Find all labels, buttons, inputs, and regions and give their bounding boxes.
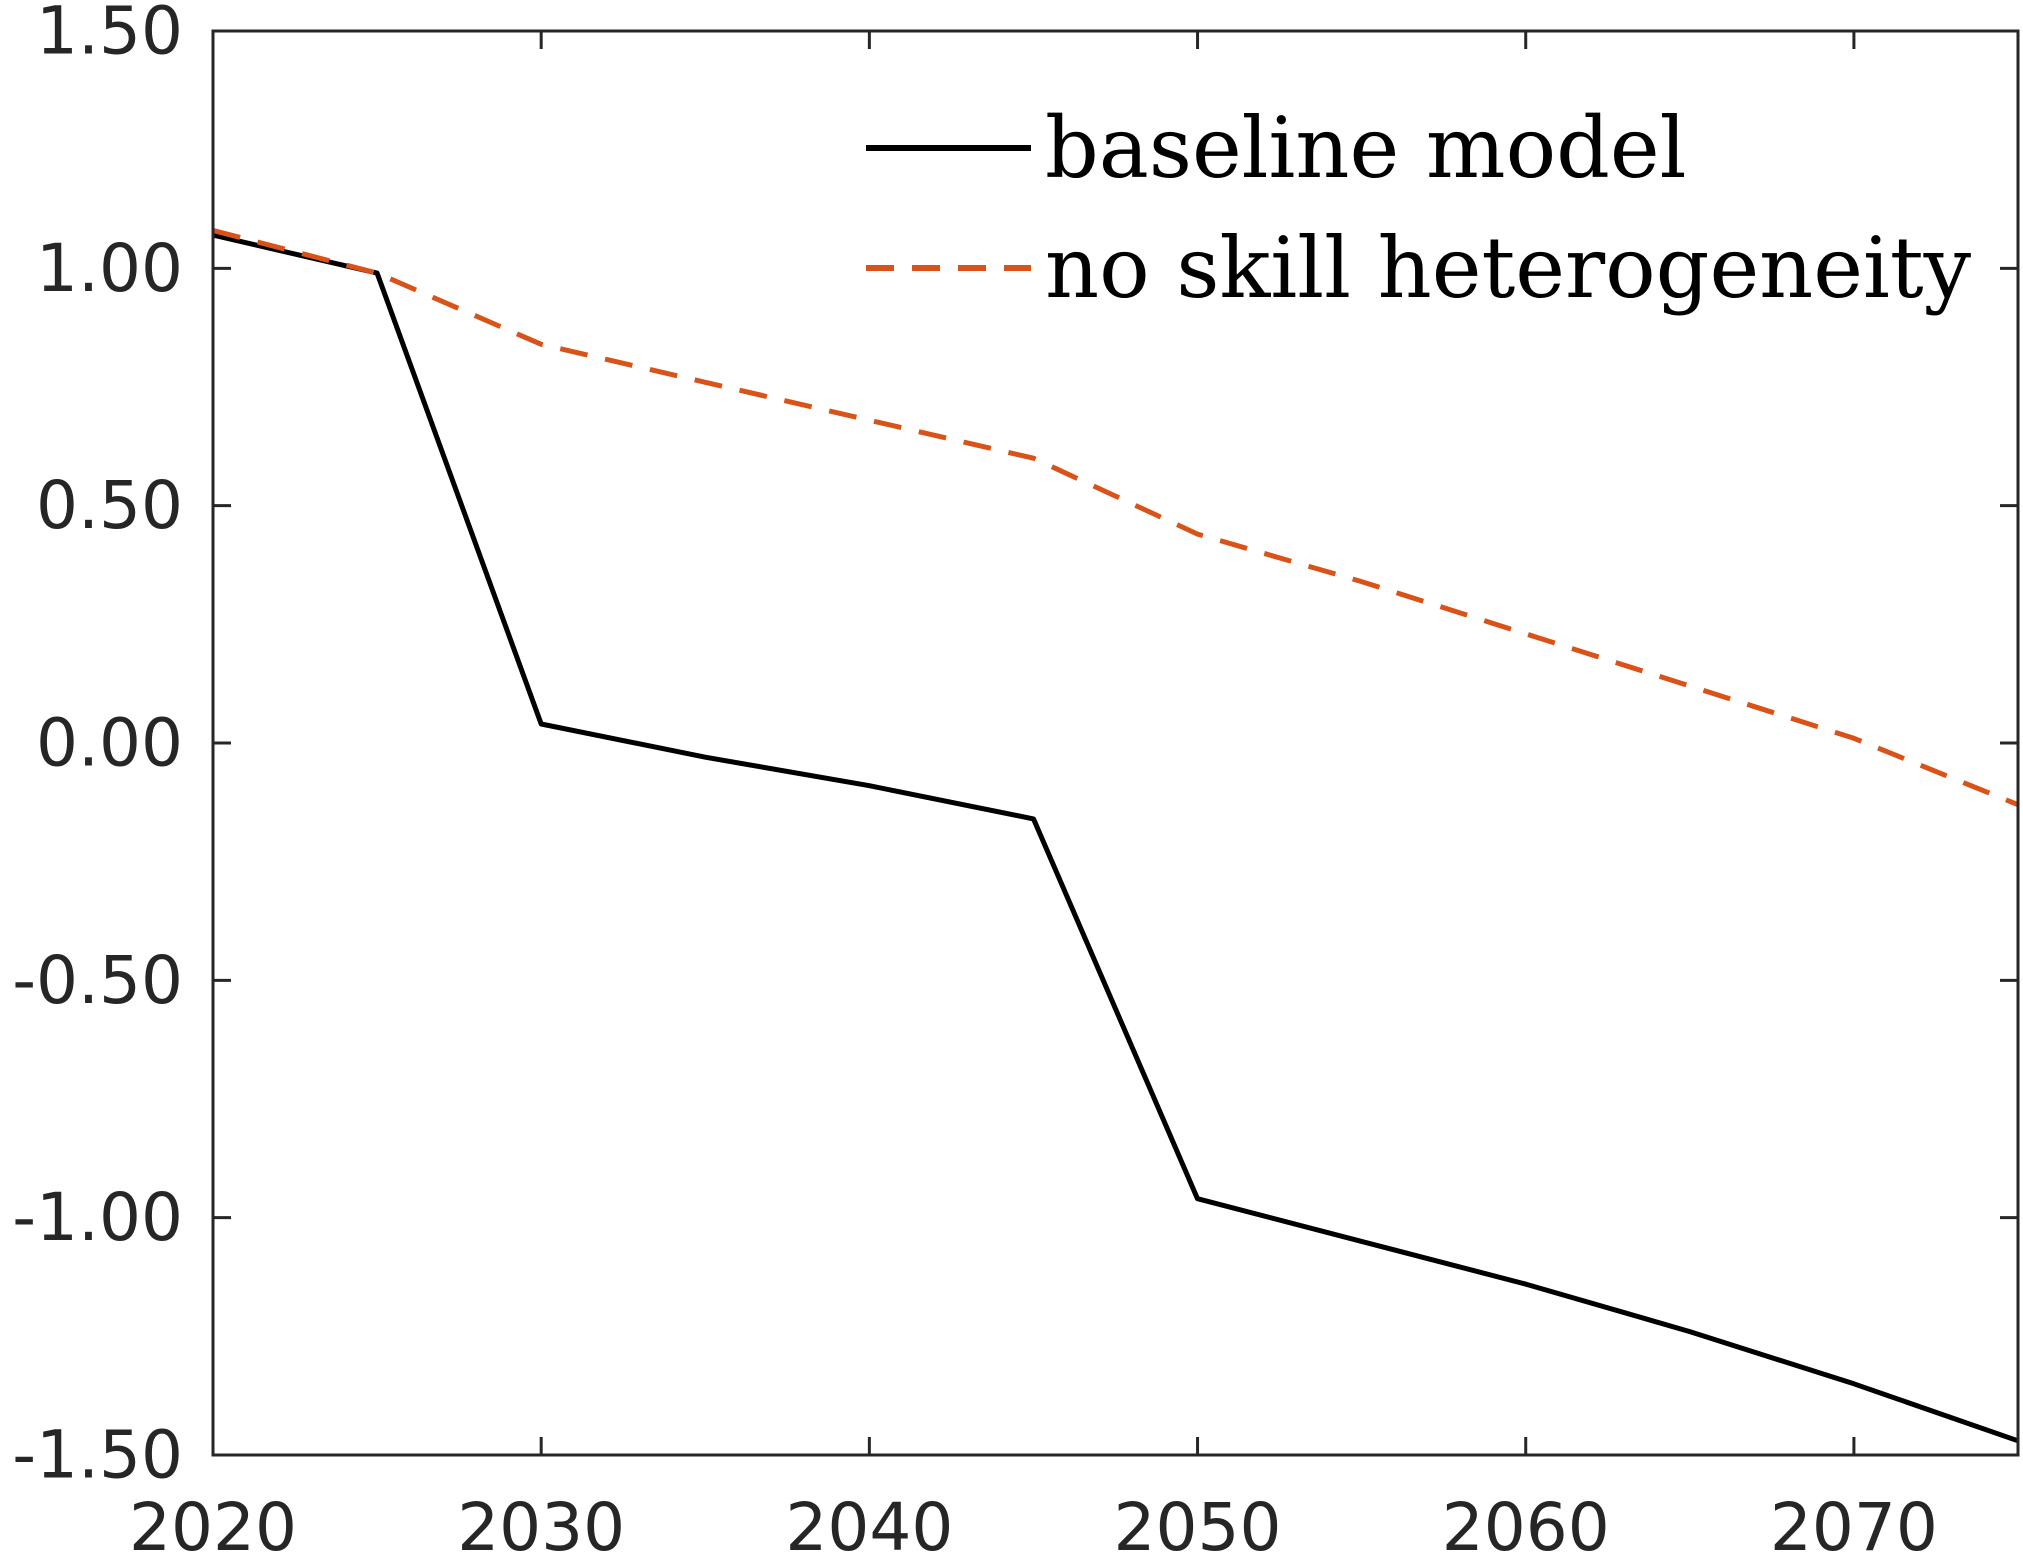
x-axis-tick-labels: 2020 2030 2040 2050 2060 2070 [129, 1489, 1938, 1559]
axis-ticks [211, 29, 2018, 1457]
x-tick-label: 2040 [785, 1489, 953, 1554]
y-tick-label: 0.50 [36, 467, 183, 544]
x-tick-label: 2070 [1770, 1489, 1938, 1554]
legend: baseline model no skill heterogeneity [866, 99, 1972, 317]
series-line-dashed-1 [212, 227, 2019, 808]
y-tick-label: -1.50 [12, 1417, 183, 1494]
y-tick-label: 1.50 [36, 0, 183, 70]
y-tick-label: 1.00 [36, 230, 183, 307]
x-tick-label: 2050 [1114, 1489, 1282, 1554]
x-tick-label: 2030 [457, 1489, 625, 1554]
y-tick-label: 0.00 [36, 705, 183, 782]
x-tick-label: 2060 [1442, 1489, 1610, 1554]
series-layer [212, 227, 2019, 1444]
y-tick-label: -0.50 [12, 942, 183, 1019]
series-line-solid-0 [212, 232, 2019, 1444]
y-tick-label: -1.00 [12, 1179, 183, 1256]
x-tick-label: 2020 [129, 1489, 297, 1554]
legend-label-0: baseline model [1045, 99, 1686, 197]
y-axis-tick-labels: -1.50 -1.00 -0.50 0.00 0.50 1.00 1.50 [12, 0, 183, 1494]
legend-label-1: no skill heterogeneity [1045, 219, 1972, 317]
